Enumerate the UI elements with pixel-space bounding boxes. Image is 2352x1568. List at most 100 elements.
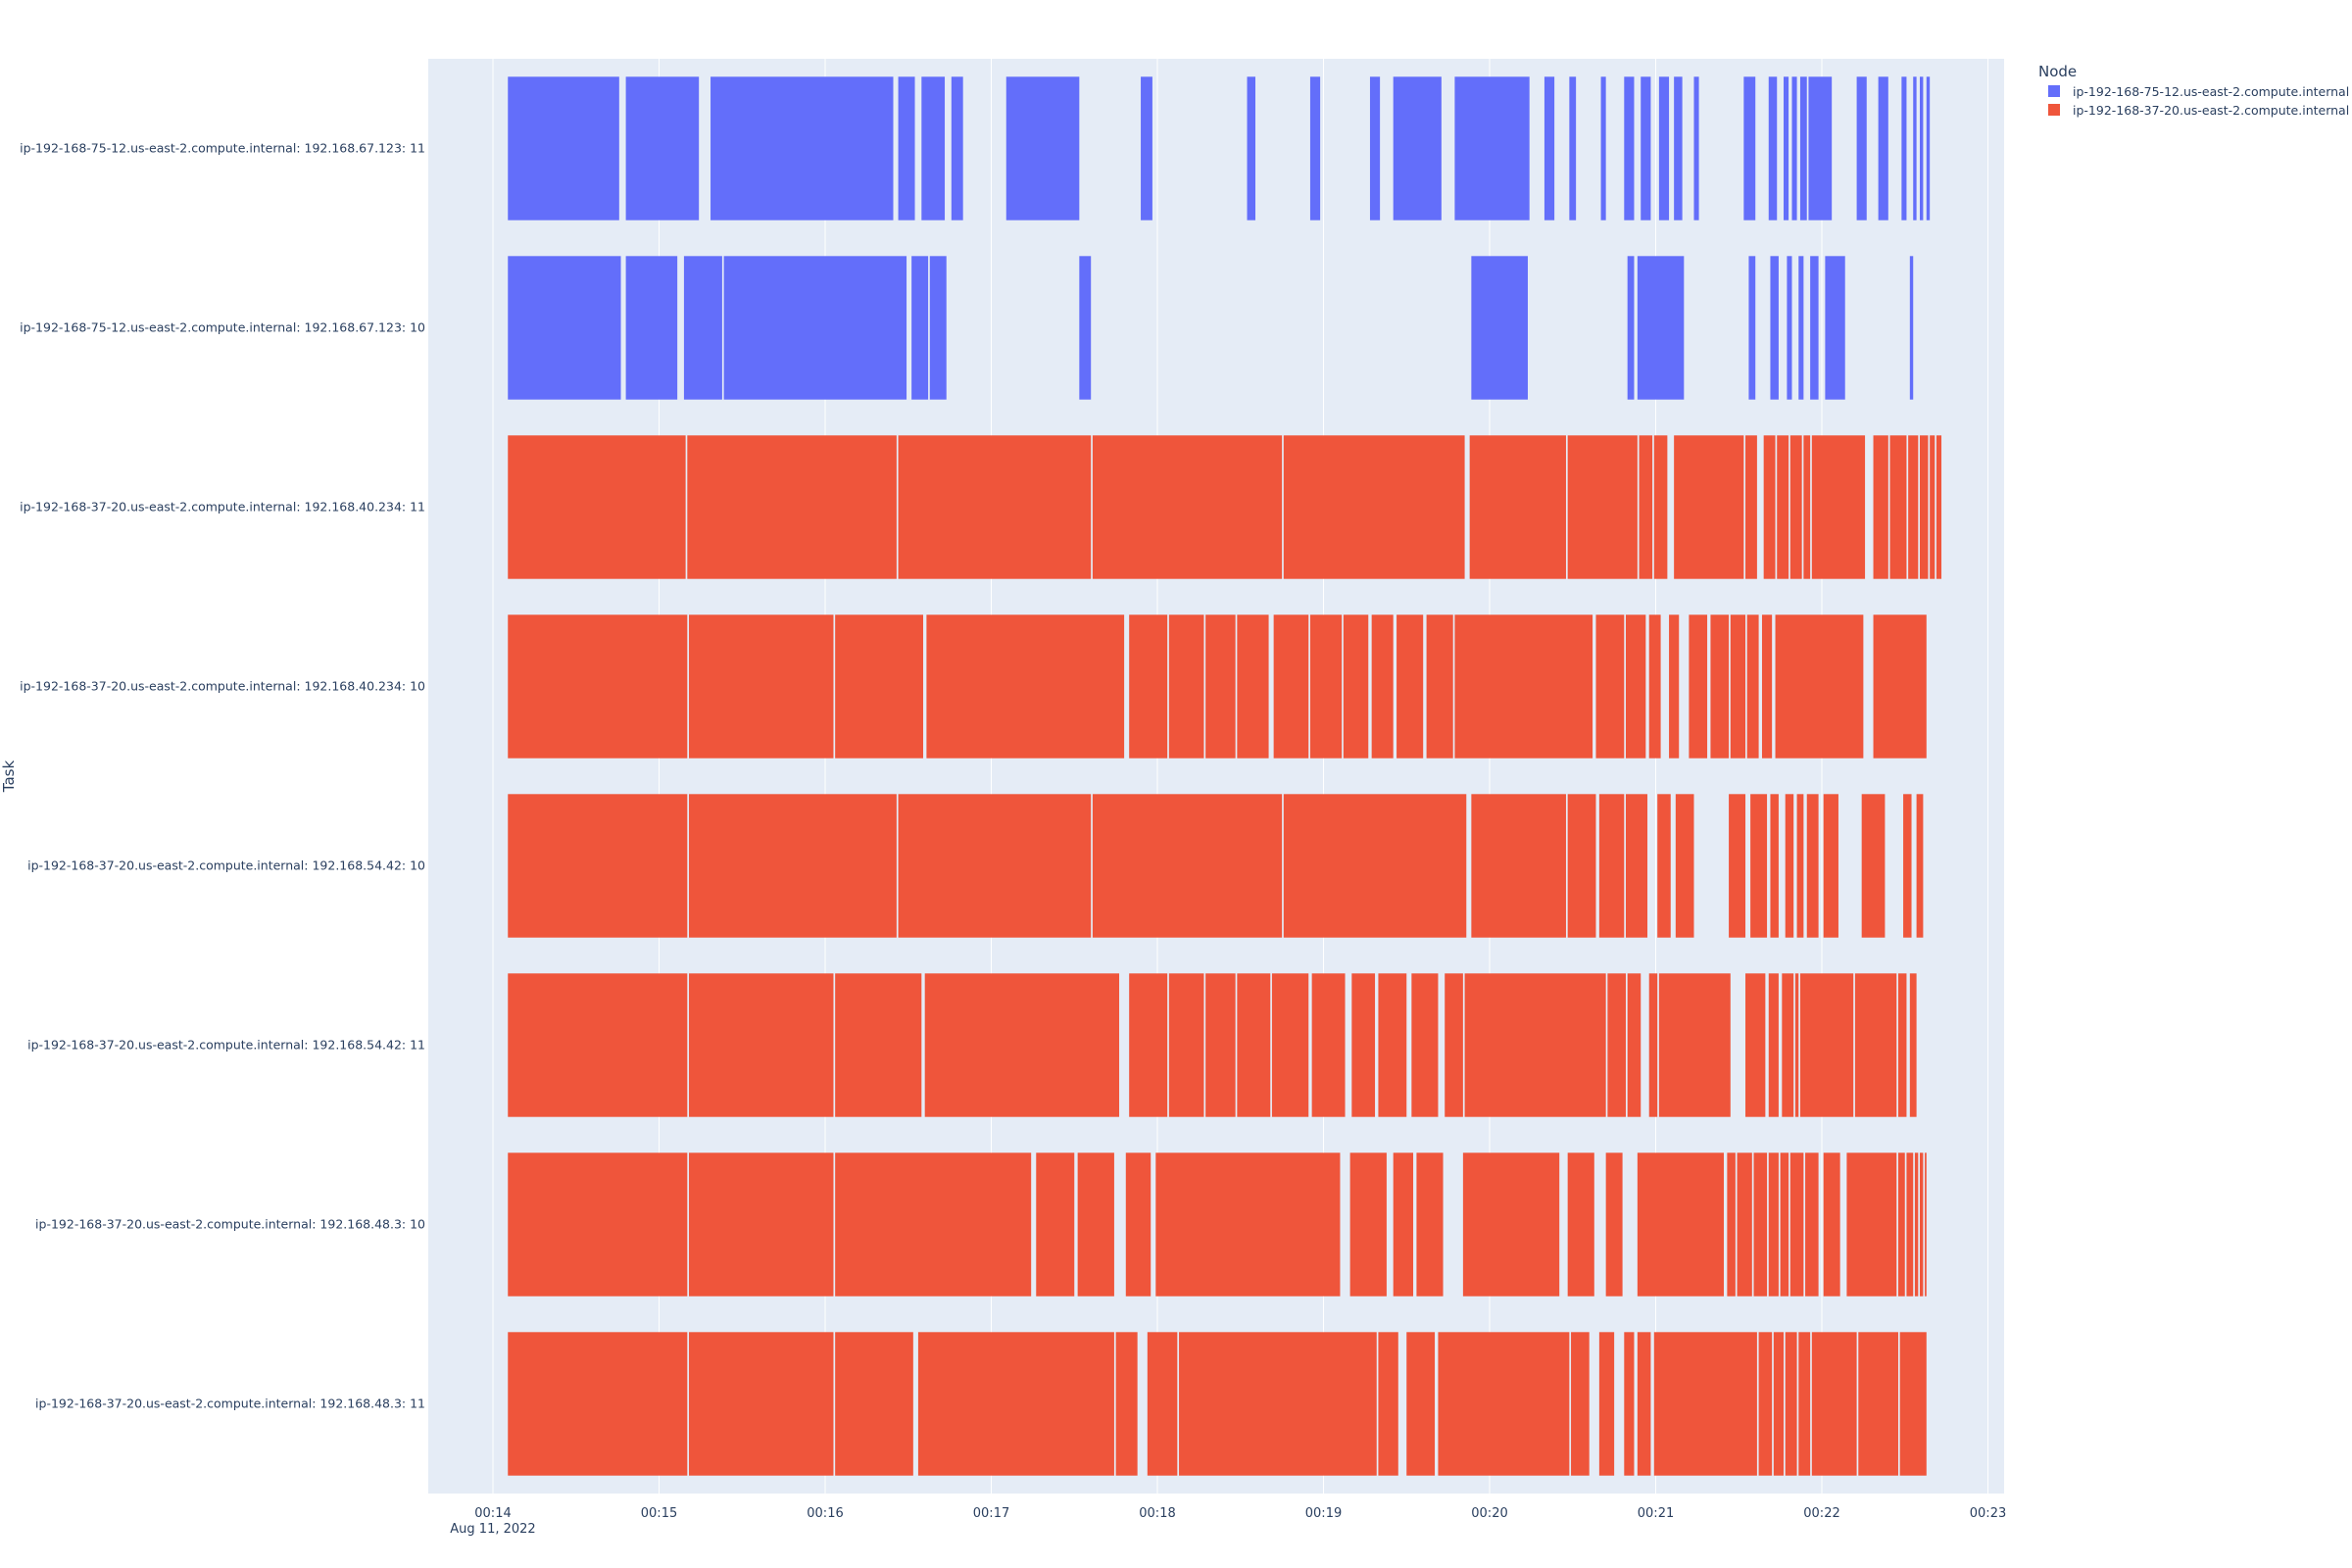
task-bar [1897,1152,1905,1297]
task-bar [1789,435,1802,579]
y-tick-label: ip-192-168-37-20.us-east-2.compute.inter… [35,1217,425,1232]
task-bar [1787,256,1792,400]
task-bar [508,76,619,220]
task-bar [1823,794,1838,938]
task-bar [926,614,1125,759]
task-bar [1796,794,1804,938]
task-bar [1237,973,1271,1117]
task-bar [1889,435,1907,579]
task-bar [917,1332,1114,1476]
task-bar [625,76,700,220]
task-bar [1748,256,1756,400]
x-tick-label: 00:23 [1970,1506,2006,1521]
task-bar [1899,1332,1927,1476]
task-bar [508,614,688,759]
task-bar [683,256,722,400]
task-bar [1641,76,1651,220]
task-bar [1445,973,1463,1117]
task-bar [1471,794,1566,938]
task-bar [1371,614,1394,759]
task-bar [1141,76,1152,220]
task-bar [1271,973,1309,1117]
task-bar [1653,1332,1757,1476]
task-bar [1805,1152,1819,1297]
task-bar [689,794,897,938]
task-bar [1462,1152,1560,1297]
task-bar [1808,76,1833,220]
legend-swatch[interactable] [2048,104,2060,116]
task-bar [1873,614,1927,759]
task-bar [508,794,688,938]
task-bar [1914,1152,1919,1297]
task-bar [1920,76,1924,220]
task-bar [1351,973,1376,1117]
task-bar [1283,794,1467,938]
task-bar [1909,973,1917,1117]
task-bar [1378,1332,1398,1476]
task-bar [1454,614,1593,759]
y-tick-label: ip-192-168-37-20.us-east-2.compute.inter… [20,679,425,694]
y-tick-label: ip-192-168-37-20.us-east-2.compute.inter… [27,1038,425,1053]
task-bar [1878,76,1888,220]
task-bar [1789,1152,1804,1297]
task-bar [1567,435,1638,579]
task-bar [924,973,1120,1117]
task-bar [1745,435,1757,579]
legend-swatch[interactable] [2048,85,2060,97]
task-bar [508,435,686,579]
task-bar [1746,614,1759,759]
task-bar [1411,973,1439,1117]
task-bar [1782,973,1794,1117]
task-bar [1925,1152,1927,1297]
task-bar [1794,973,1799,1117]
x-tick-label: 00:18 [1139,1506,1175,1521]
task-bar [1920,1152,1924,1297]
task-bars [508,76,1942,1476]
task-bar [1129,973,1168,1117]
legend-title: Node [2038,63,2077,80]
task-bar [835,1332,913,1476]
task-bar [687,435,897,579]
task-bar [1598,1332,1615,1476]
task-bar [1454,76,1530,220]
x-date-label: Aug 11, 2022 [450,1522,535,1537]
task-bar [1901,76,1907,220]
task-bar [1761,614,1773,759]
task-bar [1092,435,1283,579]
task-bar [1858,1332,1898,1476]
task-bar [1729,794,1746,938]
legend-entry-label[interactable]: ip-192-168-37-20.us-east-2.compute.inter… [2073,103,2349,118]
task-bar [1369,76,1381,220]
task-bar [1689,614,1708,759]
task-bar [1909,256,1914,400]
task-bar [1393,76,1442,220]
task-bar [1125,1152,1152,1297]
task-bar [1343,614,1369,759]
task-bar [1737,1152,1752,1297]
y-tick-label: ip-192-168-37-20.us-east-2.compute.inter… [27,858,425,873]
task-bar [1773,1332,1785,1476]
task-bar [1205,973,1236,1117]
task-bar [1806,794,1819,938]
task-bar [1823,1152,1840,1297]
task-bar [1349,1152,1387,1297]
task-bar [1785,1332,1797,1476]
x-tick-label: 00:22 [1803,1506,1839,1521]
task-bar [1916,794,1924,938]
task-bar [1237,614,1269,759]
task-bar [1799,973,1854,1117]
task-bar [835,1152,1032,1297]
task-bar [1770,256,1779,400]
x-tick-label: 00:16 [807,1506,843,1521]
task-bar [625,256,678,400]
task-bar [508,1152,688,1297]
task-bar [1115,1332,1138,1476]
x-tick-label: 00:14 [474,1506,511,1521]
legend-entry-label[interactable]: ip-192-168-75-12.us-east-2.compute.inter… [2073,84,2349,99]
task-bar [1077,1152,1114,1297]
task-bar [1798,1332,1811,1476]
task-bar [1768,973,1779,1117]
task-bar [1624,1332,1635,1476]
task-bar [1036,1152,1075,1297]
task-bar [1658,76,1670,220]
